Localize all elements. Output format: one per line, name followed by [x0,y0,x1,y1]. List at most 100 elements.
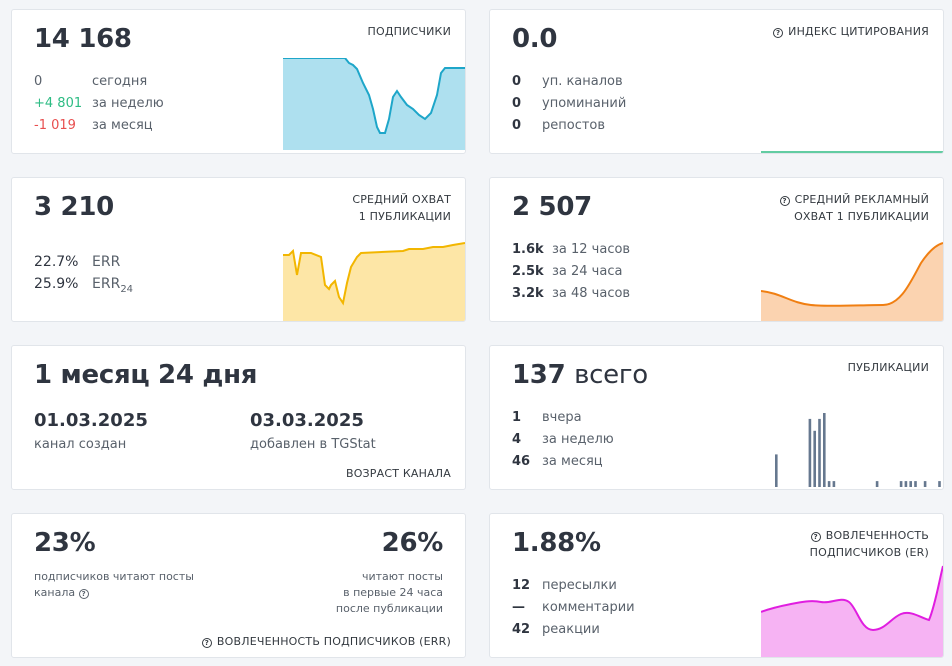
question-icon[interactable]: ? [810,532,821,542]
stat-label: за неделю [92,96,164,111]
posts-bar [808,418,812,487]
added-date: 03.03.2025 [250,410,364,431]
stat-value: 3.2k [512,286,544,301]
posts-bar [813,430,816,487]
posts-bar [823,413,826,487]
reach-card[interactable]: 3 210 СРЕДНИЙ ОХВАТ 1 ПУБЛИКАЦИИ 22.7% ERR… [11,177,466,322]
posts-bar-chart [775,413,941,487]
posts-bar [909,481,912,487]
stat-row: 0 репостов [512,115,626,137]
sparkline-area [761,566,943,657]
err-left-text: подписчиков читают посты канала ? [34,570,194,599]
stat-label: за 12 часов [552,242,631,257]
sparkline-line [283,58,465,134]
stat-value: +4 801 [34,96,83,111]
stat-label: пересылки [542,578,617,593]
err-card[interactable]: 23% 26% подписчиков читают посты канала … [11,513,466,658]
stat-row: 46 за месяц [512,451,614,473]
posts-bar [923,481,927,487]
question-icon[interactable]: ? [779,196,790,206]
stat-label: за 48 часов [552,286,631,301]
posts-bar [832,481,836,487]
created-date: 01.03.2025 [34,410,148,431]
stat-value: — [512,600,525,615]
ad-reach-stats: 1.6k за 12 часов 2.5k за 24 часа 3.2k за 48… [512,239,630,305]
stat-label: за месяц [542,454,603,469]
posts-bar [904,481,908,487]
reach-value: 3 210 [34,192,114,222]
stat-label: уп. каналов [542,74,623,89]
posts-bar [899,481,903,487]
age-card[interactable]: 1 месяц 24 дня 01.03.2025 канал создан 0… [11,345,466,490]
stat-value: 0 [512,74,522,89]
stat-row: 4 за неделю [512,429,614,451]
stat-row: 12 пересылки [512,575,635,597]
stat-row: 0 уп. каналов [512,71,626,93]
stat-label: сегодня [92,74,148,89]
stat-row: 2.5k за 24 часа [512,261,630,283]
stat-row: 0 упоминаний [512,93,626,115]
ad-reach-value: 2 507 [512,192,592,222]
stat-value: 4 [512,432,522,447]
stat-value: 22.7% [34,254,79,270]
stat-row: 0 сегодня [34,71,164,93]
stat-label: за месяц [92,118,153,133]
reach-stats: 22.7% ERR 25.9% ERR24 [34,251,133,301]
er-sparkline [761,565,943,657]
err-right-value: 26% [381,528,444,558]
stat-row: 42 реакции [512,619,635,641]
citation-card[interactable]: 0.0 ? ИНДЕКС ЦИТИРОВАНИЯ 0 уп. каналов 0 уп… [489,9,944,154]
subscribers-count: 14 168 [34,24,132,54]
stat-value: 12 [512,578,531,593]
stat-value: -1 019 [34,118,76,133]
stat-label: репостов [542,118,606,133]
stat-value: 46 [512,454,531,469]
stat-label: за неделю [542,432,614,447]
stat-value: 1 [512,410,522,425]
question-icon[interactable]: ? [78,589,89,599]
subscribers-card[interactable]: 14 168 ПОДПИСЧИКИ 0 сегодня +4 801 за неде… [11,9,466,154]
stat-value: 1.6k [512,242,544,257]
posts-count: 137 всего [512,360,648,390]
posts-card[interactable]: 137 всего ПУБЛИКАЦИИ 1 вчера 4 за неделю 4… [489,345,944,490]
err-left-value: 23% [34,528,96,558]
stat-label: реакции [542,622,600,637]
added-label: добавлен в TGStat [250,437,376,452]
er-value: 1.88% [512,528,601,558]
sparkline-area [283,243,465,321]
stat-label: за 24 часа [552,264,623,279]
stat-row: -1 019 за месяц [34,115,164,137]
stat-row: 25.9% ERR24 [34,273,133,301]
stat-value: 42 [512,622,531,637]
stat-row: 1.6k за 12 часов [512,239,630,261]
posts-bar [875,481,879,487]
citation-title: ? ИНДЕКС ЦИТИРОВАНИЯ [773,23,929,40]
stat-row: 1 вчера [512,407,614,429]
stat-value: 0 [34,74,43,89]
reach-sparkline [283,242,465,321]
posts-bar [818,418,821,487]
er-card[interactable]: 1.88% ? ВОВЛЕЧЕННОСТЬ ПОДПИСЧИКОВ (ER) 12 п… [489,513,944,658]
posts-bar [827,481,831,487]
question-icon[interactable]: ? [201,638,212,648]
sparkline-line [283,242,465,306]
created-label: канал создан [34,437,127,452]
stat-label: упоминаний [542,96,627,111]
posts-bar [914,481,917,487]
stat-label: вчера [542,410,582,425]
stat-row: 3.2k за 48 часов [512,283,630,305]
ad-reach-card[interactable]: 2 507 ? СРЕДНИЙ РЕКЛАМНЫЙ ОХВАТ 1 ПУБЛИКАЦ… [489,177,944,322]
stat-row: 22.7% ERR [34,251,133,273]
subscribers-sparkline [283,58,465,150]
er-title: ? ВОВЛЕЧЕННОСТЬ ПОДПИСЧИКОВ (ER) [809,529,929,559]
sparkline-area [761,243,943,321]
stat-value: 2.5k [512,264,544,279]
citation-sparkline [761,151,943,153]
stat-label: ERR [92,254,121,270]
stat-label: комментарии [542,600,635,615]
subscribers-title: ПОДПИСЧИКИ [367,25,451,38]
posts-stats: 1 вчера 4 за неделю 46 за месяц [512,407,614,473]
question-icon[interactable]: ? [773,28,784,38]
stat-label: ERR24 [92,276,134,295]
stat-value: 25.9% [34,276,79,292]
